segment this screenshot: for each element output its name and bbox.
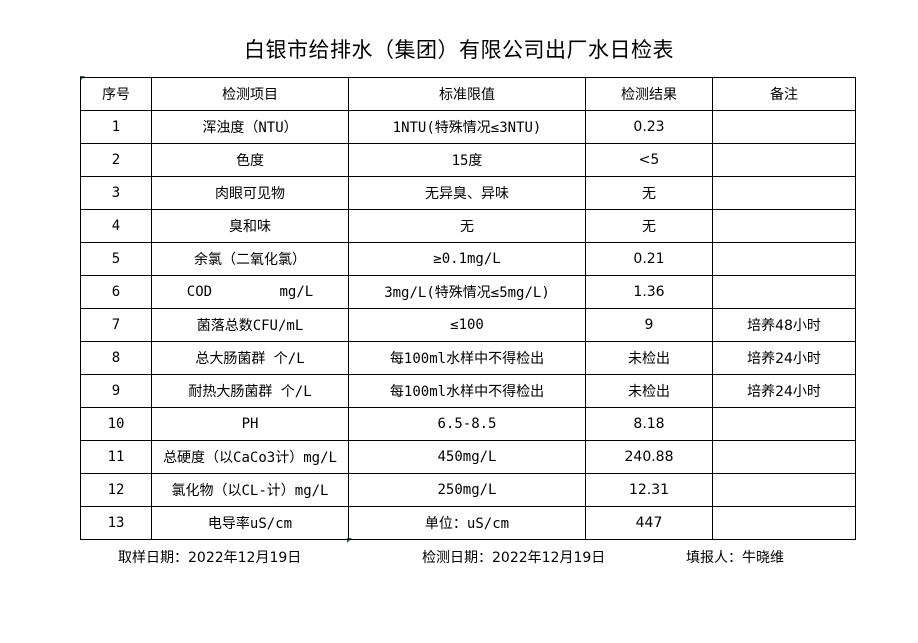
cell-standard: ≥0.1mg/L [348, 242, 586, 276]
cell-result: 0.21 [585, 242, 713, 276]
cell-standard: 1NTU(特殊情况≤3NTU) [348, 110, 586, 144]
cell-item: COD mg/L [151, 275, 349, 309]
cell-item: 氯化物（以CL-计）mg/L [151, 473, 349, 507]
cell-standard: 每100ml水样中不得检出 [348, 341, 586, 375]
cell-result: 无 [585, 209, 713, 243]
cell-result: <5 [585, 143, 713, 177]
cell-standard: 无 [348, 209, 586, 243]
cell-index: 9 [80, 374, 152, 408]
header-remark: 备注 [712, 77, 856, 111]
cell-result: 未检出 [585, 341, 713, 375]
cell-remark [712, 275, 856, 309]
table-row: 3 肉眼可见物 无异臭、异味无 [80, 176, 856, 210]
table-header-row: 序号 检测项目 标准限值 检测结果 备注 [80, 77, 856, 111]
cell-item: PH [151, 407, 349, 441]
cell-result: 无 [585, 176, 713, 210]
cell-result: 9 [585, 308, 713, 342]
cell-item: 色度 [151, 143, 349, 177]
table-row: 12 氯化物（以CL-计）mg/L 250mg/L 12.31 [80, 473, 856, 507]
cell-result: 8.18 [585, 407, 713, 441]
cell-index: 10 [80, 407, 152, 441]
cell-index: 12 [80, 473, 152, 507]
header-index: 序号 [80, 77, 152, 111]
table-row: 8 总大肠菌群 个/L 每100ml水样中不得检出 未检出 培养24小时 [80, 341, 856, 375]
cell-index: 5 [80, 242, 152, 276]
page-title: 白银市给排水（集团）有限公司出厂水日检表 [244, 38, 674, 62]
cell-item: 余氯（二氧化氯） [151, 242, 349, 276]
cell-item: 耐热大肠菌群 个/L [151, 374, 349, 408]
cell-standard: 每100ml水样中不得检出 [348, 374, 586, 408]
cell-result: 447 [585, 506, 713, 540]
cell-remark [712, 407, 856, 441]
cell-remark: 培养48小时 [712, 308, 856, 342]
cell-result: 0.23 [585, 110, 713, 144]
cell-result: 12.31 [585, 473, 713, 507]
table-row: 10 PH 6.5-8.5 8.18 [80, 407, 856, 441]
cell-remark [712, 242, 856, 276]
cell-index: 3 [80, 176, 152, 210]
cell-remark [712, 143, 856, 177]
header-result: 检测结果 [585, 77, 713, 111]
cell-remark [712, 110, 856, 144]
cell-index: 8 [80, 341, 152, 375]
cell-result: 未检出 [585, 374, 713, 408]
table-row: 4 臭和味无无 [80, 209, 856, 243]
header-item: 检测项目 [151, 77, 349, 111]
table-row: 5 余氯（二氧化氯） ≥0.1mg/L 0.21 [80, 242, 856, 276]
cell-standard: 无异臭、异味 [348, 176, 586, 210]
cell-standard: 15度 [348, 143, 586, 177]
cell-item: 总硬度（以CaCo3计）mg/L [151, 440, 349, 474]
table-row: 11 总硬度（以CaCo3计）mg/L 450mg/L 240.88 [80, 440, 856, 474]
cell-standard: 450mg/L [348, 440, 586, 474]
cell-standard: 3mg/L(特殊情况≤5mg/L) [348, 275, 586, 309]
cell-item: 肉眼可见物 [151, 176, 349, 210]
cell-index: 4 [80, 209, 152, 243]
cell-item: 总大肠菌群 个/L [151, 341, 349, 375]
cell-remark [712, 440, 856, 474]
cell-index: 13 [80, 506, 152, 540]
cell-standard: ≤100 [348, 308, 586, 342]
reporter: 填报人：牛晓维 [686, 550, 784, 566]
table-row: 9 耐热大肠菌群 个/L 每100ml水样中不得检出 未检出 培养24小时 [80, 374, 856, 408]
cell-remark [712, 176, 856, 210]
table-row: 2 色度 15度 <5 [80, 143, 856, 177]
cell-index: 1 [80, 110, 152, 144]
table-row: 7 菌落总数CFU/mL ≤100 9 培养48小时 [80, 308, 856, 342]
cell-marker [347, 538, 352, 543]
header-standard: 标准限值 [348, 77, 586, 111]
cell-item: 浑浊度（NTU） [151, 110, 349, 144]
cell-index: 2 [80, 143, 152, 177]
cell-index: 7 [80, 308, 152, 342]
cell-remark [712, 506, 856, 540]
cell-item: 电导率uS/cm [151, 506, 349, 540]
cell-remark: 培养24小时 [712, 374, 856, 408]
cell-result: 240.88 [585, 440, 713, 474]
cell-remark [712, 209, 856, 243]
cell-item: 臭和味 [151, 209, 349, 243]
cell-result: 1.36 [585, 275, 713, 309]
cell-standard: 6.5-8.5 [348, 407, 586, 441]
cell-remark: 培养24小时 [712, 341, 856, 375]
cell-index: 11 [80, 440, 152, 474]
cell-standard: 单位：uS/cm [348, 506, 586, 540]
cell-index: 6 [80, 275, 152, 309]
cell-standard: 250mg/L [348, 473, 586, 507]
table-row: 6 COD mg/L 3mg/L(特殊情况≤5mg/L) 1.36 [80, 275, 856, 309]
cell-item: 菌落总数CFU/mL [151, 308, 349, 342]
sample-date: 取样日期：2022年12月19日 [118, 550, 302, 566]
table-row: 13 电导率uS/cm 单位：uS/cm 447 [80, 506, 856, 540]
table-row: 1 浑浊度（NTU） 1NTU(特殊情况≤3NTU) 0.23 [80, 110, 856, 144]
test-date: 检测日期：2022年12月19日 [422, 550, 606, 566]
inspection-table: 序号 检测项目 标准限值 检测结果 备注 1 浑浊度（NTU） 1NTU(特殊情况≤… [80, 77, 856, 540]
cell-remark [712, 473, 856, 507]
